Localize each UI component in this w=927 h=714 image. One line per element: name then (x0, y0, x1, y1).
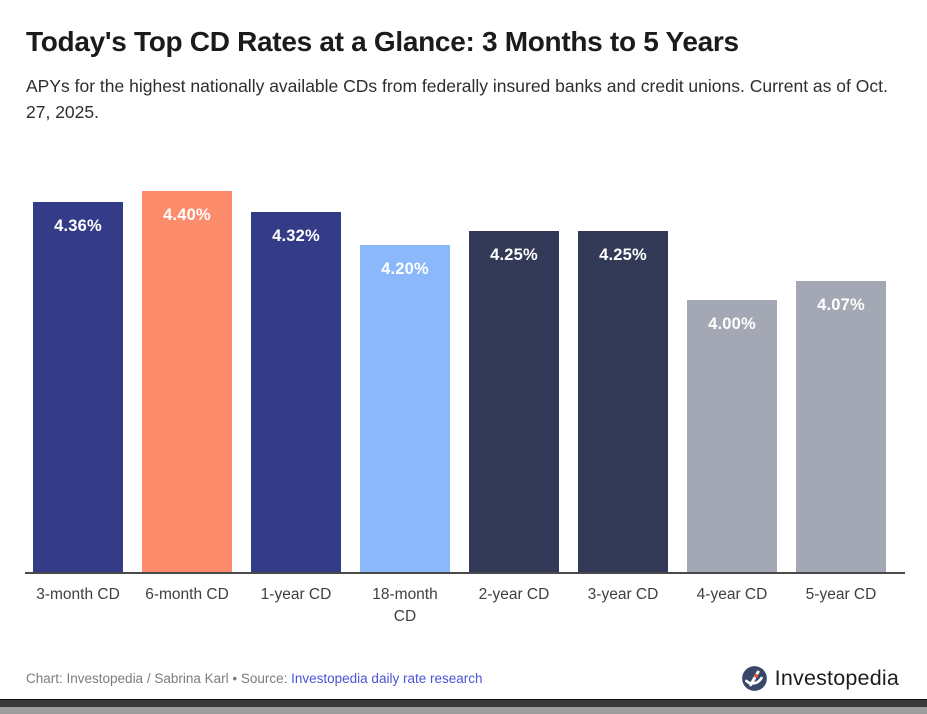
logo-text: Investopedia (774, 665, 899, 690)
bar-column: 4.32% (251, 211, 341, 572)
x-axis-label: 1-year CD (260, 585, 332, 603)
x-axis-labels: 3-month CD 6-month CD 1-year CD 18-month CD… (25, 584, 905, 629)
page-title: Today's Top CD Rates at a Glance: 3 Mont… (26, 26, 739, 57)
bar: 4.32% (251, 211, 341, 572)
bar-column: 4.07% (796, 280, 886, 572)
x-axis-label: 18-month CD (372, 585, 438, 626)
credit-text: Chart: Investopedia / Sabrina Karl • Sou… (26, 670, 292, 686)
bar-column: 4.40% (142, 190, 232, 572)
bar: 4.00% (687, 299, 777, 572)
window-edge-dark (0, 699, 927, 707)
bar: 4.40% (142, 190, 232, 572)
bar: 4.25% (578, 230, 668, 572)
bar-column: 4.00% (687, 299, 777, 572)
bar-value-label: 4.36% (54, 216, 102, 235)
header: Today's Top CD Rates at a Glance: 3 Mont… (0, 0, 927, 126)
bar: 4.25% (469, 230, 559, 572)
x-axis-label: 4-year CD (696, 585, 768, 603)
bar: 4.07% (796, 280, 886, 572)
bar: 4.36% (33, 201, 123, 572)
page-subtitle: APYs for the highest nationally availabl… (26, 76, 888, 123)
x-axis-label: 2-year CD (478, 585, 550, 603)
x-axis-label: 3-month CD (36, 585, 120, 603)
x-axis-label: 6-month CD (145, 585, 229, 603)
investopedia-logo-icon (741, 665, 767, 691)
bar-chart: 4.36% 4.40% 4.32% 4.20% 4.25% 4.25% 4.00% 4.07%… (0, 179, 927, 629)
bar: 4.20% (360, 244, 450, 572)
source-link[interactable]: Investopedia daily rate research (291, 670, 483, 686)
bar-value-label: 4.32% (272, 226, 320, 245)
bar-value-label: 4.40% (163, 205, 211, 224)
bar-value-label: 4.25% (490, 245, 538, 264)
bar-column: 4.25% (469, 230, 559, 572)
bar-value-label: 4.20% (381, 259, 429, 278)
footer: Chart: Investopedia / Sabrina Karl • Sou… (26, 656, 899, 700)
x-axis-label: 3-year CD (587, 585, 659, 603)
bar-value-label: 4.25% (599, 245, 647, 264)
x-axis-label: 5-year CD (805, 585, 877, 603)
bar-column: 4.20% (360, 244, 450, 572)
investopedia-logo: Investopedia (741, 665, 899, 692)
chart-credit: Chart: Investopedia / Sabrina Karl • Sou… (26, 671, 483, 686)
bar-column: 4.36% (33, 201, 123, 572)
bar-value-label: 4.00% (708, 314, 756, 333)
plot-area: 4.36% 4.40% 4.32% 4.20% 4.25% 4.25% 4.00% 4.07% (25, 179, 905, 574)
bar-column: 4.25% (578, 230, 668, 572)
window-edge-gray (0, 707, 927, 714)
bar-value-label: 4.07% (817, 295, 865, 314)
